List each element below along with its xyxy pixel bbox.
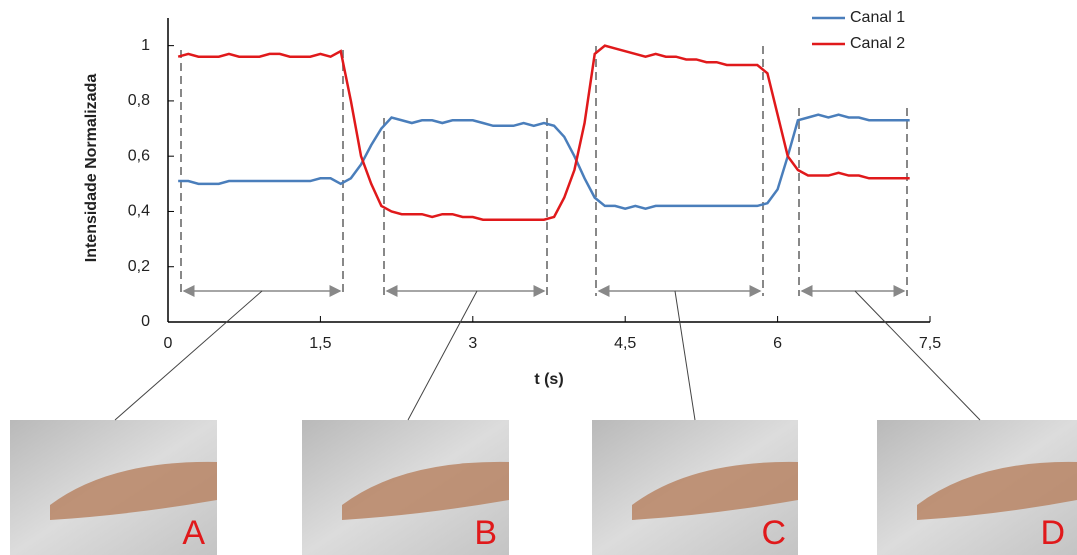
y-tick-label: 0,2 [128,258,150,275]
photo-panels: A B C D [10,420,1077,555]
figure: Intensidade Normalizada t (s) A B C D 0 0,2 0… [0,0,1077,555]
legend-label: Canal 2 [850,35,905,52]
panel-letter: D [1040,514,1065,552]
panel-letter: C [761,514,786,552]
connector [408,291,477,420]
x-tick-label: 1,5 [309,335,331,352]
connector [115,291,262,420]
y-axis-title: Intensidade Normalizada [83,74,100,263]
y-tick-label: 0 [141,313,150,330]
x-axis-title: t (s) [534,371,563,388]
y-tick-label: 0,8 [128,92,150,109]
y-tick-label: 0,6 [128,147,150,164]
x-tick-label: 4,5 [614,335,636,352]
x-tick-label: 3 [468,335,477,352]
panel-letter: A [182,514,205,552]
y-tick-label: 1 [141,37,150,54]
legend-label: Canal 1 [850,9,905,26]
connector [675,291,695,420]
connector [855,291,980,420]
x-tick-label: 7,5 [919,335,941,352]
x-tick-label: 0 [164,335,173,352]
y-tick-label: 0,4 [128,203,150,220]
panel-letter: B [474,514,497,552]
x-tick-label: 6 [773,335,782,352]
